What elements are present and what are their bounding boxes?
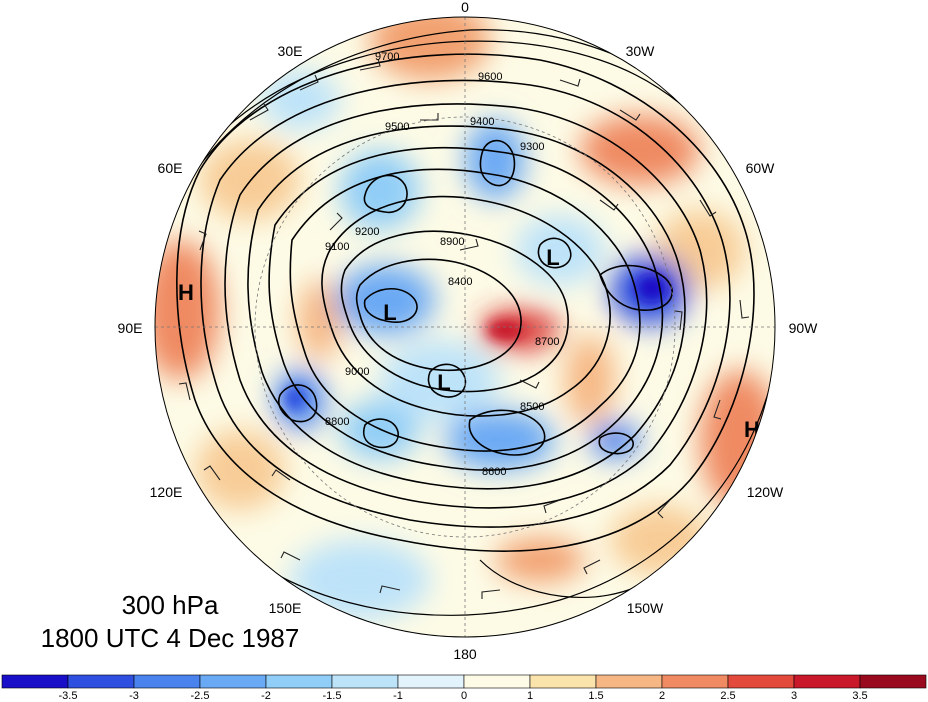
colorbar-tick-label: -3.5 xyxy=(59,690,78,702)
contour-label: 8800 xyxy=(325,416,349,428)
contour-label: 8600 xyxy=(482,466,506,478)
colorbar-tick-label: -3 xyxy=(129,690,139,702)
colorbar-swatch xyxy=(529,674,597,689)
colorbar-swatch xyxy=(595,674,663,689)
colorbar-swatch xyxy=(331,674,399,689)
lon-label-30e: 30E xyxy=(278,43,303,59)
contour-label: 9300 xyxy=(520,141,544,153)
lon-label-0: 0 xyxy=(461,0,469,15)
colorbar-swatch xyxy=(793,674,861,689)
contour-label: 9100 xyxy=(325,241,349,253)
colorbar-tick-label: -1 xyxy=(393,690,403,702)
colorbar-swatch xyxy=(1,674,69,689)
wind-barbs xyxy=(178,58,750,599)
contour-label: 9000 xyxy=(345,366,369,378)
map-disc: 9700 9600 9500 9400 9300 9200 9100 9000 … xyxy=(155,17,775,637)
lon-label-180: 180 xyxy=(453,646,477,662)
height-contours xyxy=(176,53,755,552)
lon-label-90w: 90W xyxy=(789,320,819,336)
anomaly-cores xyxy=(285,274,668,410)
contour-label: 9600 xyxy=(478,71,502,83)
contour-label: 9700 xyxy=(375,51,399,63)
high-pressure-center: H xyxy=(178,280,194,305)
contour-label: 8500 xyxy=(520,401,544,413)
contour-label: 9400 xyxy=(470,116,494,128)
anomaly-shading xyxy=(155,17,775,620)
colorbar-swatch xyxy=(67,674,135,689)
lon-label-90e: 90E xyxy=(118,320,143,336)
pressure-centers: H H L L L xyxy=(178,245,760,442)
colorbar-tick-label: 3 xyxy=(791,690,797,702)
colorbar-swatch xyxy=(133,674,201,689)
contour-label: 8700 xyxy=(535,336,559,348)
colorbar-swatch xyxy=(463,674,531,689)
colorbar-tick-label: 0 xyxy=(461,690,467,702)
valid-time-caption: 1800 UTC 4 Dec 1987 xyxy=(40,623,300,653)
colorbar-tick-label: -1.5 xyxy=(323,690,342,702)
lon-label-150w: 150W xyxy=(627,600,664,616)
colorbar-swatch xyxy=(859,674,927,689)
lon-label-120w: 120W xyxy=(747,484,784,500)
lon-label-150e: 150E xyxy=(269,600,302,616)
colorbar-tick-label: 2 xyxy=(659,690,665,702)
contour-label: 8900 xyxy=(440,236,464,248)
colorbar-swatch xyxy=(265,674,333,689)
graticule xyxy=(155,17,775,637)
colorbar-tick-label: 1.5 xyxy=(588,690,603,702)
map-outline xyxy=(154,16,776,638)
longitude-labels: 0 30E 30W 60E 60W 90E 90W 120E 120W 150E… xyxy=(118,0,819,662)
colorbar-tick-label: -2.5 xyxy=(191,690,210,702)
colorbar-tick-label: 2.5 xyxy=(720,690,735,702)
colorbar-swatch xyxy=(727,674,795,689)
contour-label: 9500 xyxy=(385,121,409,133)
colorbar-swatch xyxy=(199,674,267,689)
lon-label-60e: 60E xyxy=(158,160,183,176)
contour-value-labels: 9700 9600 9500 9400 9300 9200 9100 9000 … xyxy=(325,51,559,478)
pressure-level-caption: 300 hPa xyxy=(121,590,219,620)
colorbar-swatch xyxy=(397,674,465,689)
colorbar-tick-label: 1 xyxy=(527,690,533,702)
lon-label-60w: 60W xyxy=(746,160,776,176)
lon-label-30w: 30W xyxy=(626,43,656,59)
colorbar: -3.5 -3 -2.5 -2 -1.5 -1 0 1 1.5 2 2.5 3 3.5 xyxy=(1,674,927,702)
low-pressure-center: L xyxy=(383,300,396,325)
colorbar-tick-label: 3.5 xyxy=(852,690,867,702)
colorbar-swatch xyxy=(661,674,729,689)
low-pressure-center: L xyxy=(437,370,450,395)
lon-label-120e: 120E xyxy=(150,484,183,500)
colorbar-tick-label: -2 xyxy=(261,690,271,702)
contour-label: 8400 xyxy=(448,276,472,288)
low-pressure-center: L xyxy=(546,245,559,270)
contour-label: 9200 xyxy=(355,226,379,238)
